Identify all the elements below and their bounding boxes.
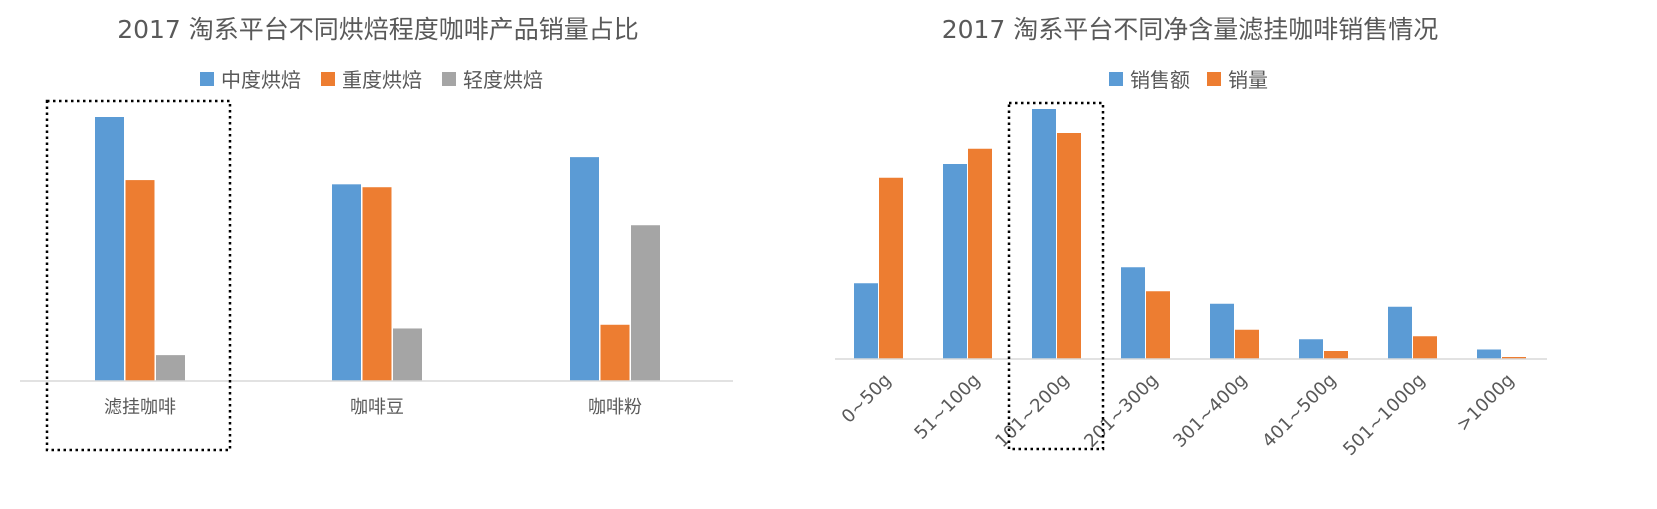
x-tick-c2-0: 0~50g [838,370,896,428]
bar-c1-s2-0 [156,355,185,381]
bar-c2-s0-0 [854,283,878,359]
x-tick-c2-3: 201~300g [1080,370,1162,452]
legend1-swatch-0 [200,72,214,86]
bar-c1-s0-0 [95,117,124,381]
bar-c2-s0-4 [1210,303,1234,359]
bar-c2-s1-4 [1235,329,1259,359]
bar-c2-s1-5 [1324,351,1348,359]
chart1-legend: 中度烘焙 重度烘焙 轻度烘焙 [200,68,543,92]
bar-c1-s1-0 [125,180,155,381]
chart2-legend: 销售额 销量 [1109,68,1268,92]
bar-c1-s1-2 [600,324,630,381]
bar-c1-s0-1 [332,184,361,381]
bar-c2-s1-2 [1057,133,1081,359]
bar-c2-s1-0 [879,177,903,359]
legend1-label-0: 中度烘焙 [221,68,301,92]
chart1-x-tick-labels: 滤挂咖啡 咖啡豆 咖啡粉 [104,397,642,418]
chart2-highlight-box [1007,101,1105,451]
x-tick-c2-4: 301~400g [1169,370,1251,452]
bar-c2-s1-6 [1413,336,1437,359]
x-tick-c1-2: 咖啡粉 [588,397,642,418]
bar-c1-s0-2 [570,157,599,381]
chart-net-weight: 2017 淘系平台不同净含量滤挂咖啡销售情况 销售额 销量 0~50g 51~10… [835,15,1547,460]
bar-c2-s1-7 [1502,357,1526,359]
legend1-label-1: 重度烘焙 [342,68,422,92]
bar-c2-s1-1 [968,148,992,359]
bar-c1-s2-2 [631,225,660,381]
x-tick-c2-1: 51~100g [910,370,984,444]
bar-c2-s1-3 [1146,291,1170,359]
chart2-bars [854,109,1526,359]
chart2-x-tick-labels: 0~50g 51~100g 101~200g 201~300g 301~400g 401~… [838,370,1519,460]
legend1-swatch-1 [321,72,335,86]
bar-c2-s0-1 [943,164,967,359]
chart2-title: 2017 淘系平台不同净含量滤挂咖啡销售情况 [942,15,1439,44]
x-tick-c1-1: 咖啡豆 [350,397,404,418]
bar-c2-s0-7 [1477,349,1501,359]
chart1-title: 2017 淘系平台不同烘焙程度咖啡产品销量占比 [117,15,639,44]
legend2-label-0: 销售额 [1130,68,1190,92]
chart-roast-level: 2017 淘系平台不同烘焙程度咖啡产品销量占比 中度烘焙 重度烘焙 轻度烘焙 滤… [20,15,733,452]
legend1-swatch-2 [442,72,456,86]
bar-c2-s0-6 [1388,306,1412,359]
legend2-swatch-0 [1109,72,1123,86]
chart1-highlight-box [45,99,232,452]
legend2-label-1: 销量 [1228,68,1268,92]
legend2-swatch-1 [1207,72,1221,86]
x-tick-c2-6: 501~1000g [1339,370,1429,460]
chart1-bars [95,117,660,381]
bar-c2-s0-2 [1032,109,1056,359]
legend1-label-2: 轻度烘焙 [463,68,543,92]
x-tick-c2-7: >1000g [1453,370,1519,436]
bar-c2-s0-5 [1299,339,1323,359]
x-tick-c1-0: 滤挂咖啡 [104,397,176,418]
bar-c1-s2-1 [393,328,422,381]
bar-c2-s0-3 [1121,267,1145,359]
bar-c1-s1-1 [362,187,392,381]
x-tick-c2-5: 401~500g [1258,370,1340,452]
x-tick-c2-2: 101~200g [991,370,1073,452]
